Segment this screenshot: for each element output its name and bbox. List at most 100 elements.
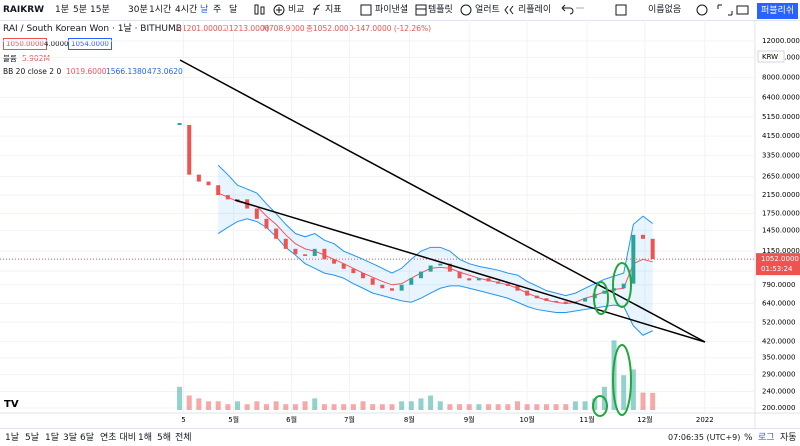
button[interactable]: 비교 xyxy=(288,5,305,15)
percent-toggle[interactable]: % xyxy=(744,433,753,443)
candle xyxy=(438,263,443,266)
button[interactable]: 얼러트 xyxy=(475,5,500,15)
y-tick-label: 290.0000 xyxy=(762,371,795,379)
ohlc: 고1213.0000 xyxy=(222,24,270,33)
y-tick-label: 3350.0000 xyxy=(762,151,800,159)
y-tick-label: 8000.0000 xyxy=(762,73,800,81)
candle xyxy=(621,283,626,289)
trend-line[interactable] xyxy=(179,59,706,343)
volume-bar xyxy=(486,404,492,410)
volume-bar xyxy=(514,401,520,410)
interval[interactable]: 1분 xyxy=(55,5,70,15)
interval[interactable]: 1시간 xyxy=(149,5,172,15)
y-tick-label: 1150.0000 xyxy=(762,247,800,255)
y-tick-label: 240.0000 xyxy=(762,388,795,396)
volume-bar xyxy=(331,404,337,410)
volume-bar xyxy=(292,404,298,410)
volume-bar xyxy=(457,404,463,410)
candle xyxy=(303,254,308,256)
interval[interactable]: 5분 xyxy=(73,5,88,15)
range[interactable]: 5날 xyxy=(25,433,40,443)
volume-bar xyxy=(379,404,385,410)
volume-bar xyxy=(428,395,434,410)
button[interactable]: 리플레이 xyxy=(518,5,552,15)
candle xyxy=(554,300,559,302)
volume-bar xyxy=(350,404,356,410)
trend-line[interactable] xyxy=(234,199,706,343)
layout-name[interactable]: 이름없음 xyxy=(648,5,682,15)
interval[interactable]: 주 xyxy=(213,5,222,15)
candle xyxy=(409,278,414,285)
currency-box xyxy=(757,50,785,63)
range[interactable]: 연초 대비 xyxy=(100,433,136,443)
volume-bar xyxy=(553,404,559,410)
range[interactable]: 3달 xyxy=(63,433,78,443)
volume-bar xyxy=(215,401,221,410)
interval[interactable]: 30분 xyxy=(128,5,148,15)
y-tick-label: 350.0000 xyxy=(762,354,795,362)
y-tick-label: 1450.0000 xyxy=(762,226,800,234)
ask[interactable]: 1054.0000 xyxy=(68,38,112,50)
bb-value: 1019.6000 xyxy=(66,67,107,76)
candle xyxy=(254,208,259,219)
volume-bar xyxy=(534,404,540,410)
button[interactable]: 지표 xyxy=(325,5,342,15)
range[interactable]: 1달 xyxy=(45,433,60,443)
x-tick-label: 6월 xyxy=(286,415,297,424)
candle xyxy=(467,278,472,281)
candle xyxy=(351,268,356,274)
volume-bar xyxy=(466,404,472,410)
highlight-ellipse[interactable] xyxy=(612,262,632,308)
interval[interactable]: 달 xyxy=(229,5,238,15)
range[interactable]: 5해 xyxy=(157,433,172,443)
volume-bar xyxy=(563,404,569,410)
candle xyxy=(399,284,404,291)
auto-toggle[interactable]: 자동 xyxy=(780,433,797,443)
highlight-ellipse[interactable] xyxy=(592,395,608,417)
y-tick-label: 12000.0000 xyxy=(762,37,800,45)
candle xyxy=(641,234,646,239)
volume-bar xyxy=(302,401,308,410)
x-tick-label: 12월 xyxy=(637,415,652,424)
range[interactable]: 6달 xyxy=(80,433,95,443)
volume-bar xyxy=(263,404,269,410)
x-tick-label: 5 xyxy=(181,416,185,424)
y-tick-label: 420.0000 xyxy=(762,337,795,345)
candle xyxy=(380,284,385,289)
volume-value: 5.902M xyxy=(22,54,50,63)
x-tick-label: 10월 xyxy=(519,415,534,424)
candle xyxy=(225,195,230,200)
log-toggle[interactable]: 로그 xyxy=(758,433,775,443)
range[interactable]: 1해 xyxy=(138,433,153,443)
spread: 4.0000 xyxy=(44,40,69,48)
candle xyxy=(322,248,327,260)
candle xyxy=(650,238,655,260)
legend-title: RAI / South Korean Won · 1날 · BITHUMB xyxy=(3,24,182,34)
range[interactable]: 전체 xyxy=(175,433,192,443)
footer: 1날 5날 1달 3달 6달 연초 대비 1해 5해 전체 07:06:35 (… xyxy=(0,428,800,446)
interval[interactable]: 15분 xyxy=(90,5,110,15)
y-tick-label: 2650.0000 xyxy=(762,172,800,180)
x-tick-label: 11월 xyxy=(579,415,594,424)
range[interactable]: 1날 xyxy=(5,433,20,443)
button[interactable]: 파이낸셜 xyxy=(375,5,409,15)
volume-bar xyxy=(341,404,347,410)
volume-bar xyxy=(418,398,424,410)
highlight-ellipse[interactable] xyxy=(593,281,609,315)
interval[interactable]: 날 xyxy=(200,5,209,15)
volume-bar xyxy=(370,404,376,410)
bid[interactable]: 1050.0000 xyxy=(3,38,47,50)
button[interactable]: 템플릿 xyxy=(428,5,453,15)
interval[interactable]: 4시간 xyxy=(175,5,198,15)
publish-button[interactable]: 퍼블리쉬 xyxy=(757,3,799,19)
highlight-ellipse[interactable] xyxy=(612,344,632,416)
candle xyxy=(235,199,240,201)
bb-upper xyxy=(217,164,653,297)
candle xyxy=(187,125,192,175)
toolbar-icons xyxy=(254,4,749,16)
symbol[interactable]: RAIKRW xyxy=(3,5,45,15)
x-tick-label: 7월 xyxy=(344,415,355,424)
candle xyxy=(389,288,394,291)
candle xyxy=(264,218,269,229)
candle xyxy=(486,278,491,282)
